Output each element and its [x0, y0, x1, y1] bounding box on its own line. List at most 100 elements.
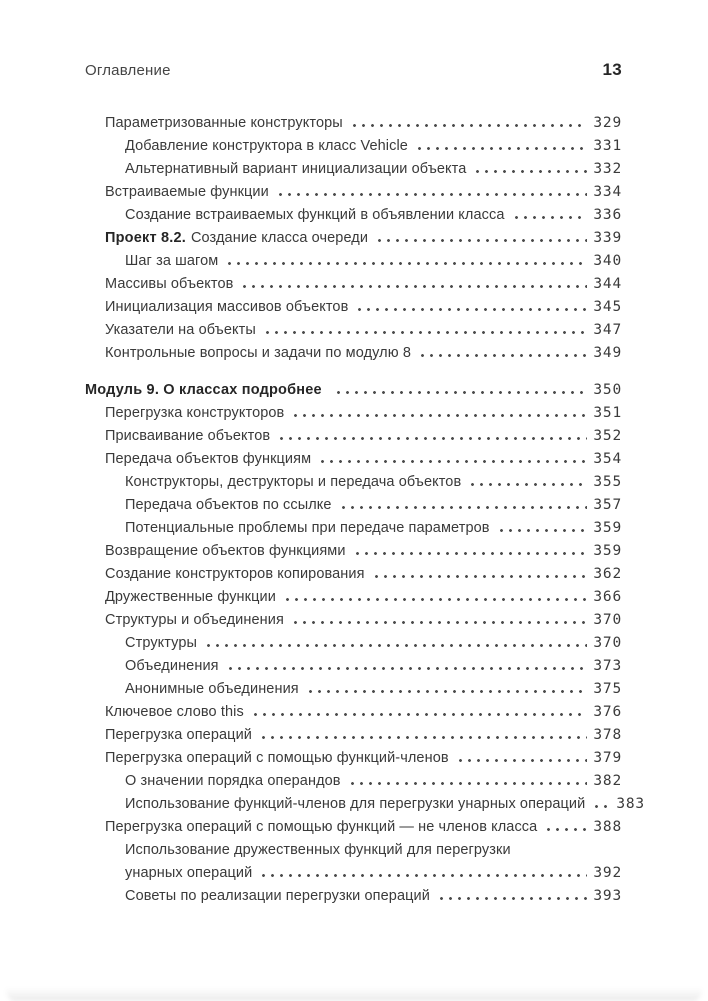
toc-row: Советы по реализации перегрузки операций…	[85, 885, 622, 908]
toc-leader-dots	[318, 460, 588, 463]
toc-page-number: 339	[593, 230, 622, 246]
toc-entry-label: Перегрузка операций с помощью функций-чл…	[105, 750, 449, 766]
toc-page-number: 336	[593, 207, 622, 223]
toc-row: О значении порядка операндов 382	[85, 770, 622, 793]
toc-entry-label: Создание конструкторов копирования	[105, 566, 365, 582]
toc-entry-label: Присваивание объектов	[105, 428, 271, 444]
toc-page-number: 332	[593, 161, 622, 177]
page-bottom-shadow	[6, 987, 702, 1001]
toc-leader-dots	[258, 736, 588, 739]
toc-leader-dots	[473, 170, 588, 173]
toc-page-number: 331	[593, 138, 622, 154]
toc-entry-label: Возвращение объектов функциями	[105, 543, 346, 559]
toc-leader-dots	[355, 308, 588, 311]
toc-leader-dots	[414, 147, 588, 150]
toc-leader-dots	[333, 391, 588, 394]
toc-entry-label: Использование функций-членов для перегру…	[125, 796, 586, 812]
toc-leader-dots	[305, 690, 588, 693]
toc-row: Перегрузка конструкторов 351	[85, 402, 622, 425]
toc-leader-dots	[436, 897, 588, 900]
toc-leader-dots	[349, 124, 588, 127]
toc-entry-label: Передача объектов функциям	[105, 451, 312, 467]
toc-entry-bold-prefix: Проект 8.2.	[105, 230, 186, 246]
toc-row: Перегрузка операций 378	[85, 724, 622, 747]
toc-entry-label: Объединения	[125, 658, 219, 674]
page-number: 13	[602, 60, 622, 79]
toc-row: Использование функций-членов для перегру…	[85, 793, 644, 816]
toc-row: Массивы объектов 344	[85, 273, 622, 296]
toc-entry-label: Параметризованные конструкторы	[105, 115, 343, 131]
toc-entry-label: Альтернативный вариант инициализации объ…	[125, 161, 467, 177]
toc-row: Структуры и объединения 370	[85, 609, 622, 632]
toc-row: Конструкторы, деструкторы и передача объ…	[85, 471, 622, 494]
toc-leader-dots	[496, 529, 588, 532]
toc-page-number: 354	[593, 451, 622, 467]
toc-page-number: 359	[593, 520, 622, 536]
toc-entry-label: Конструкторы, деструкторы и передача объ…	[125, 474, 462, 490]
toc-row: Возвращение объектов функциями 359	[85, 540, 622, 563]
toc-leader-dots	[455, 759, 588, 762]
toc-page-number: 355	[593, 474, 622, 490]
toc-leader-dots	[277, 437, 588, 440]
toc-leader-dots	[371, 575, 588, 578]
toc-page-number: 370	[593, 635, 622, 651]
toc-entry-label: Указатели на объекты	[105, 322, 256, 338]
toc-row: Перегрузка операций с помощью функций — …	[85, 816, 622, 839]
running-title: Оглавление	[85, 62, 171, 79]
toc-page-number: 349	[593, 345, 622, 361]
toc-leader-dots	[262, 331, 588, 334]
toc-entry-label: Шаг за шагом	[125, 253, 219, 269]
toc-row: Объединения 373	[85, 655, 622, 678]
toc-entry-label: Перегрузка операций	[105, 727, 252, 743]
toc-row: Дружественные функции 366	[85, 586, 622, 609]
toc-leader-dots	[225, 667, 588, 670]
toc-leader-dots	[418, 354, 588, 357]
toc-entry-label: Создание встраиваемых функций в объявлен…	[125, 207, 505, 223]
toc-leader-dots	[275, 193, 588, 196]
toc-entry-label: Встраиваемые функции	[105, 184, 269, 200]
toc-page-number: 329	[593, 115, 622, 131]
toc-leader-dots	[347, 782, 588, 785]
toc-leader-dots	[225, 262, 588, 265]
toc-entry-label: Структуры	[125, 635, 198, 651]
toc-entry-label: Советы по реализации перегрузки операций	[125, 888, 430, 904]
toc-leader-dots	[204, 644, 588, 647]
toc-leader-dots	[282, 598, 588, 601]
toc-entry-label: Добавление конструктора в класс Vehicle	[125, 138, 408, 154]
toc-page-number: 379	[593, 750, 622, 766]
toc-row: Указатели на объекты 347	[85, 319, 622, 342]
toc-row: Структуры 370	[85, 632, 622, 655]
toc-page-number: 334	[593, 184, 622, 200]
toc-entry-label: Ключевое слово this	[105, 704, 244, 720]
toc-page-number: 359	[593, 543, 622, 559]
toc-row: унарных операций 392	[85, 862, 622, 885]
toc-row: Шаг за шагом 340	[85, 250, 622, 273]
toc-page-number: 382	[593, 773, 622, 789]
toc-page-number: 350	[593, 382, 622, 398]
toc-entry-label: Перегрузка конструкторов	[105, 405, 285, 421]
toc-page-number: 340	[593, 253, 622, 269]
toc-row: Встраиваемые функции 334	[85, 181, 622, 204]
toc-row: Перегрузка операций с помощью функций-чл…	[85, 747, 622, 770]
toc-page-number: 362	[593, 566, 622, 582]
toc-entry-label: Передача объектов по ссылке	[125, 497, 332, 513]
toc-row: Потенциальные проблемы при передаче пара…	[85, 517, 622, 540]
toc-entry-label: Дружественные функции	[105, 589, 276, 605]
toc-page-number: 351	[593, 405, 622, 421]
running-head: Оглавление 13	[85, 58, 622, 82]
toc-row: Передача объектов по ссылке 357	[85, 494, 622, 517]
toc-leader-dots	[240, 285, 588, 288]
toc-leader-dots	[290, 621, 588, 624]
toc-leader-dots	[291, 414, 588, 417]
toc-list: Параметризованные конструкторы 329 Добавле…	[85, 112, 644, 908]
toc-leader-dots	[338, 506, 588, 509]
toc-entry-label: унарных операций	[125, 865, 253, 881]
toc-page-number: 366	[593, 589, 622, 605]
toc-row: Использование дружественных функций для …	[85, 839, 622, 862]
toc-page-number: 370	[593, 612, 622, 628]
toc-page-number: 347	[593, 322, 622, 338]
toc-row: Создание встраиваемых функций в объявлен…	[85, 204, 622, 227]
toc-entry-label: Контрольные вопросы и задачи по модулю 8	[105, 345, 412, 361]
toc-row: Ключевое слово this 376	[85, 701, 622, 724]
toc-page-number: 357	[593, 497, 622, 513]
